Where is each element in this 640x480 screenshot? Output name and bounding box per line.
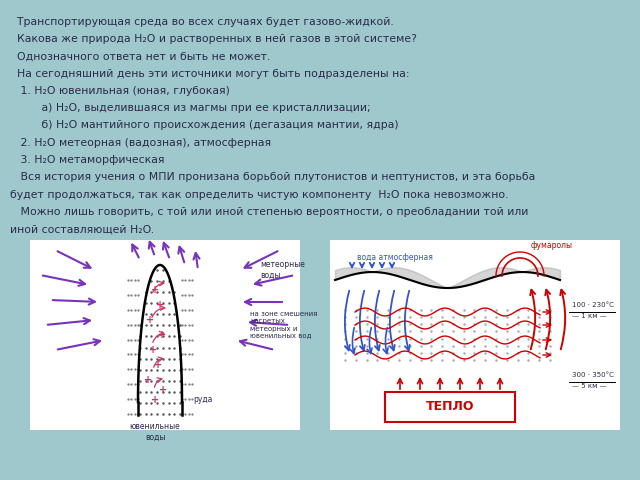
Text: Однозначного ответа нет и быть не может.: Однозначного ответа нет и быть не может. [10,51,270,61]
Text: на зоне смешения
нагретых
метеорных и
ювенильных вод: на зоне смешения нагретых метеорных и юв… [250,312,317,338]
Text: 2. H₂O метеорная (вадозная), атмосферная: 2. H₂O метеорная (вадозная), атмосферная [10,138,271,148]
Text: Вся история учения о МПИ пронизана борьбой плутонистов и нептунистов, и эта борь: Вся история учения о МПИ пронизана борьб… [10,172,535,182]
Text: Какова же природа H₂O и растворенных в ней газов в этой системе?: Какова же природа H₂O и растворенных в н… [10,34,417,44]
Text: фумаролы: фумаролы [531,241,573,250]
Bar [330,240,620,430]
Text: — 5 км —: — 5 км — [572,383,607,389]
Bar [385,392,515,422]
Text: +: + [144,375,152,385]
Text: +: + [156,300,164,310]
Text: руда: руда [193,396,212,405]
Text: а) H₂O, выделившаяся из магмы при ее кристаллизации;: а) H₂O, выделившаяся из магмы при ее кри… [10,103,371,113]
Text: +: + [149,345,157,355]
Text: ТЕПЛО: ТЕПЛО [426,400,474,413]
Text: Транспортирующая среда во всех случаях будет газово-жидкой.: Транспортирующая среда во всех случаях б… [10,17,394,27]
Text: Можно лишь говорить, с той или иной степенью вероятности, о преобладании той или: Можно лишь говорить, с той или иной степ… [10,207,529,217]
Text: вода атмосферная: вода атмосферная [357,253,433,263]
Text: +: + [158,330,166,340]
Text: На сегодняшний день эти источники могут быть подразделены на:: На сегодняшний день эти источники могут … [10,69,410,79]
Text: ювенильные
воды: ювенильные воды [130,422,180,442]
Text: иной составляющей H₂O.: иной составляющей H₂O. [10,224,154,234]
Text: б) H₂O мантийного происхождения (дегазация мантии, ядра): б) H₂O мантийного происхождения (дегазац… [10,120,399,131]
Text: +: + [154,360,162,370]
Text: 3. H₂O метаморфическая: 3. H₂O метаморфическая [10,155,164,165]
Text: 100 · 230°C: 100 · 230°C [572,302,614,308]
Text: будет продолжаться, так как определить чистую компоненту  H₂O пока невозможно.: будет продолжаться, так как определить ч… [10,190,509,200]
Text: +: + [159,385,167,395]
Bar [30,240,300,430]
Text: метеорные
воды: метеорные воды [260,260,305,280]
Text: +: + [151,395,159,405]
Text: +: + [146,315,154,325]
Text: — 1 км —: — 1 км — [572,313,607,319]
Text: 300 · 350°C: 300 · 350°C [572,372,614,378]
Text: 1. H₂O ювенильная (юная, глубокая): 1. H₂O ювенильная (юная, глубокая) [10,86,230,96]
Text: +: + [151,285,159,295]
